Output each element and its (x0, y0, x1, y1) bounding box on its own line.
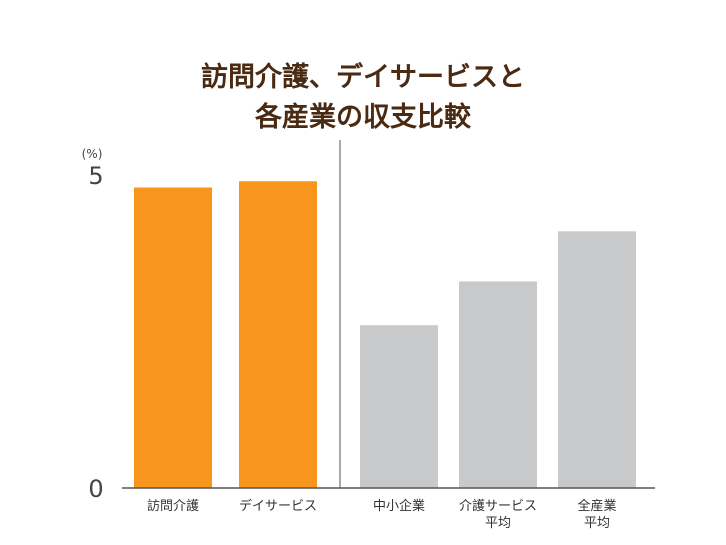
bar-1 (239, 181, 317, 488)
y-tick-label-0: 0 (88, 475, 103, 503)
x-tick-label-4-0: 全産業 (577, 498, 616, 514)
x-tick-label-2-0: 中小企業 (373, 498, 425, 514)
chart-title: 訪問介護、デイサービスと 各産業の収支比較 (0, 58, 726, 138)
x-tick-label-0-0: 訪問介護 (147, 498, 199, 514)
bar-2 (360, 325, 438, 488)
y-axis-unit-label: (%) (82, 147, 103, 161)
x-tick-label-4-1: 平均 (584, 516, 610, 531)
x-tick-label-3-1: 平均 (485, 516, 511, 531)
y-tick-labels: 05 (88, 162, 103, 503)
chart-title-line-2: 各産業の収支比較 (255, 102, 471, 133)
chart-title-line-1: 訪問介護、デイサービスと (201, 62, 525, 93)
x-tick-label-3-0: 介護サービス (459, 498, 537, 514)
bar-series (134, 181, 636, 488)
bar-0 (134, 187, 212, 488)
bar-3 (459, 281, 537, 488)
x-tick-label-1-0: デイサービス (239, 498, 317, 514)
y-tick-label-5: 5 (88, 162, 103, 190)
bar-4 (558, 231, 636, 488)
